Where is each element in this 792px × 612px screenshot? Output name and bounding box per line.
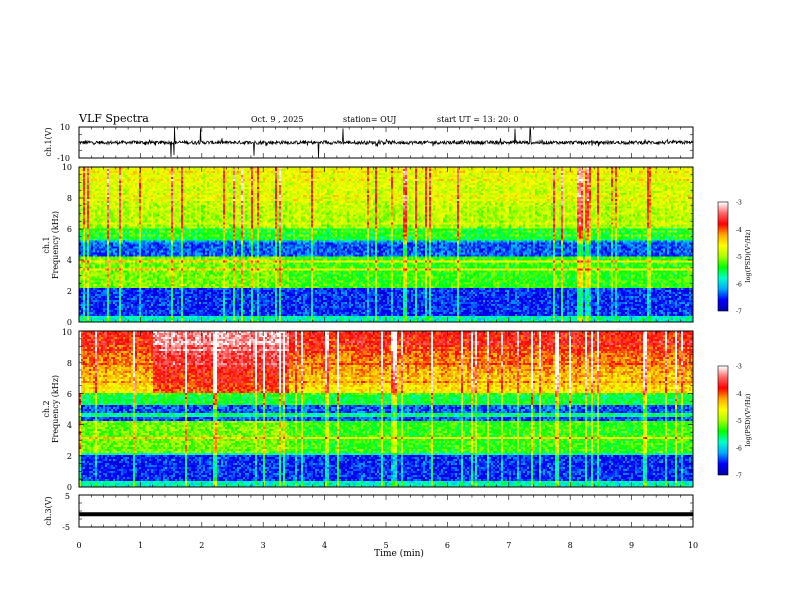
ch1-spec-ytick-4: 4: [67, 256, 72, 265]
colorbar-tick-label: -3: [736, 200, 742, 207]
ch1-colorbar-label: log(PSD)(V²/Hz): [744, 229, 752, 282]
start-ut-label: start UT = 13: 20: 0: [437, 115, 519, 124]
ch2-spec-ylabel-frequency: Frequency (kHz): [51, 375, 60, 443]
ch2-colorbar: [718, 366, 728, 475]
ch2-colorbar-frame: [717, 365, 729, 476]
colorbar-tick-label: -4: [736, 227, 742, 234]
ch1-spec-ytick-10: 10: [62, 163, 72, 172]
colorbar-tick-label: -7: [736, 309, 742, 316]
ch1-wave-ytick-bottom: -10: [57, 154, 70, 163]
station-label: station= OUJ: [343, 115, 397, 124]
ch3-wave-ytick-bottom: -5: [62, 523, 70, 532]
colorbar-tick-label: -6: [736, 445, 742, 452]
ch1-colorbar: [718, 202, 728, 311]
ch1-spec-ytick-8: 8: [67, 194, 72, 203]
x-tick-label: 5: [383, 541, 388, 550]
colorbar-ticks: -3 -4 -5 -6 -7 -3 -4 -5 -6 -7: [736, 200, 742, 480]
tick-marks: [78, 126, 694, 528]
ch2-colorbar-label: log(PSD)(V²/Hz): [744, 393, 752, 446]
ch1-colorbar-frame: [717, 201, 729, 312]
chart-title: VLF Spectra: [79, 112, 149, 125]
ch2-spec-ytick-6: 6: [67, 390, 72, 399]
ch2-spec-frame: [78, 330, 694, 488]
ch3-wave-ytick-top: 5: [65, 492, 70, 501]
x-tick-label: 7: [506, 541, 511, 550]
ch2-spec-ylabel-channel: ch.2: [42, 400, 51, 417]
x-tick-label: 1: [138, 541, 143, 550]
ch1-spec-ytick-0: 0: [67, 318, 72, 327]
x-tick-label: 3: [261, 541, 266, 550]
ch1-spec-ylabel-frequency: Frequency (kHz): [51, 211, 60, 279]
ch1-spectrogram-heatmap: [79, 167, 693, 322]
ch1-spec-ytick-2: 2: [67, 287, 72, 296]
x-tick-label: 0: [76, 541, 81, 550]
ch1-wave-ylabel: ch.1(V): [44, 127, 53, 156]
colorbar-tick-label: -7: [736, 473, 742, 480]
x-tick-label: 8: [568, 541, 573, 550]
ch2-spec-ytick-10: 10: [62, 328, 72, 337]
ch1-spec-frame: [78, 166, 694, 323]
ch1-waveform-line: [79, 127, 694, 158]
x-tick-label: 2: [199, 541, 204, 550]
ch1-spec-ylabel-channel: ch.1: [42, 236, 51, 253]
x-tick-label: 10: [688, 541, 698, 550]
x-axis-label: Time (min): [374, 548, 424, 559]
x-tick-label: 4: [322, 541, 327, 550]
ch3-wave-ylabel: ch.3(V): [44, 496, 53, 525]
ch2-spec-ytick-8: 8: [67, 359, 72, 368]
ch2-spec-ytick-4: 4: [67, 421, 72, 430]
x-tick-label: 9: [629, 541, 634, 550]
colorbar-tick-label: -3: [736, 364, 742, 371]
ch1-wave-ytick-top: 10: [60, 123, 70, 132]
x-tick-labels: 0 1 2 3 4 5 6 7 8 9 10: [76, 541, 698, 550]
colorbar-tick-label: -4: [736, 391, 742, 398]
ch1-spec-ytick-6: 6: [67, 225, 72, 234]
colorbar-tick-label: -5: [736, 418, 742, 425]
ch2-spec-ytick-2: 2: [67, 452, 72, 461]
colorbar-tick-label: -6: [736, 281, 742, 288]
colorbar-tick-label: -5: [736, 254, 742, 261]
date-label: Oct. 9 , 2025: [251, 115, 304, 124]
ch2-spec-ytick-0: 0: [67, 483, 72, 492]
x-tick-label: 6: [445, 541, 450, 550]
ch2-spectrogram-heatmap: [79, 331, 693, 487]
